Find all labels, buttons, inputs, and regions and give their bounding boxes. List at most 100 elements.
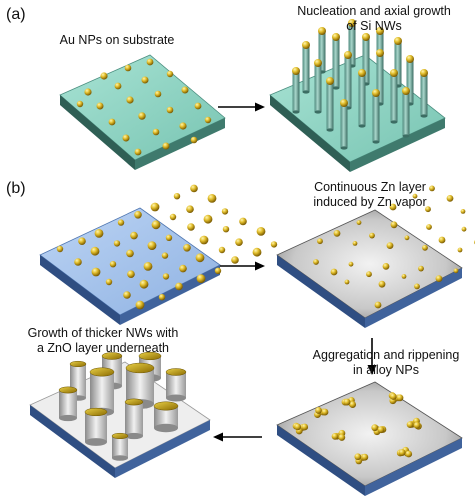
alloy-nanoparticle [369,232,375,239]
alloy-nanoparticle [389,203,397,211]
caption-line: Continuous Zn layer [314,180,426,194]
alloy-nanoparticle [378,280,386,288]
gold-nanoparticle [147,241,157,251]
gold-nanoparticle [222,226,230,233]
gold-nanoparticle [74,258,82,266]
caption-zn-layer: Continuous Zn layer induced by Zn vapor [290,180,450,210]
panel-label-b: (b) [6,180,26,197]
gold-nanoparticle [165,234,173,241]
gold-nanoparticle [173,193,181,200]
aggregated-nanoparticle [343,398,351,406]
gold-nanoparticle [135,300,145,310]
caption-line: a ZnO layer underneath [36,341,170,355]
alloy-nanoparticle [422,244,428,251]
gold-nanoparticle [195,253,205,263]
si-nanowire [420,69,428,118]
si-nanowire [332,33,340,90]
caption-line: in alloy NPs [353,363,419,377]
gold-nanoparticle [56,245,64,253]
alloy-nanoparticle [356,220,362,226]
alloy-nanoparticle [426,224,432,230]
alloy-nanoparticle [429,185,435,192]
aggregated-nanoparticle [377,426,385,434]
aggregated-nanoparticle [338,434,346,441]
gold-nanoparticle [214,267,222,274]
gold-nanoparticle [186,205,194,213]
alloy-nanoparticle [313,259,319,265]
si-nanowire [326,77,334,132]
alloy-nanoparticle [446,195,454,202]
aggregated-nanoparticle [315,407,322,414]
gold-nanoparticle [123,291,131,299]
gold-nanoparticle [113,240,121,247]
si-nanowire [372,89,380,144]
gold-nanoparticle [179,264,187,273]
alloy-nanoparticle [330,268,338,276]
alloy-nanoparticle [425,206,431,213]
gold-nanoparticle [150,202,160,212]
aggregated-nanoparticle [389,393,397,400]
caption-line: Aggregation and rippening [312,348,460,362]
gold-nanoparticle [127,270,135,279]
caption-line: Au NPs on substrate [59,33,175,47]
gold-nanoparticle [199,235,209,245]
alloy-nanoparticle [401,274,407,279]
gold-nanoparticle [126,249,134,258]
alloy-nanoparticle [317,238,323,245]
alloy-nanoparticle [352,241,358,246]
gold-nanoparticle [190,184,198,193]
caption-nucleation: Nucleation and axial growth of Si NWs [276,4,472,34]
gold-nanoparticle [207,194,217,203]
gold-nanoparticle [239,217,247,226]
gold-nanoparticle [218,246,226,254]
gold-nanoparticle [161,252,169,259]
thick-nanowire [84,407,108,446]
alloy-nanoparticle [348,261,354,267]
substrate-zn-layer [276,185,475,328]
alloy-nanoparticle [435,275,443,282]
panel-label-a: (a) [6,6,26,23]
gold-nanoparticle [231,256,239,264]
thick-nanowire [153,401,179,433]
gold-nanoparticle [162,273,170,280]
caption-au-nps: Au NPs on substrate [42,33,192,48]
substrate-au-nps [59,54,226,170]
gold-nanoparticle [78,237,86,245]
alloy-nanoparticle [374,301,382,309]
si-nanowires [292,19,428,150]
gold-nanoparticle [183,244,191,252]
si-nanowire [292,67,300,114]
si-nanowire [402,87,410,138]
alloy-nanoparticle [460,209,466,214]
aggregated-nanoparticle [354,453,362,461]
gold-nanoparticle [130,231,138,240]
thick-nanowire [111,432,129,461]
aggregated-nanoparticle [398,449,406,456]
aggregated-nanoparticle [413,421,421,429]
alloy-nanoparticle [461,226,467,232]
si-nanowire [318,27,326,74]
gold-nanoparticle [169,213,177,221]
gold-nanoparticle [187,223,195,231]
substrate-si-nws [269,54,446,172]
alloy-nanoparticle [366,271,372,278]
alloy-nanoparticle [333,230,341,237]
alloy-nanoparticle [438,236,446,244]
aggregated-nanoparticle [371,424,379,432]
si-nanowire [340,99,348,150]
gold-nanoparticle [175,282,183,291]
thick-nanowire [165,368,187,402]
arrow-right-icon [218,102,265,112]
alloy-nanoparticle [386,242,394,250]
gold-nanoparticle [109,261,117,268]
alloy-nanoparticle [412,193,418,199]
gold-nanoparticle [256,227,266,236]
substrate-blue-au-nps [39,184,278,325]
alloy-nanoparticle [382,263,390,270]
aggregated-nanoparticle [406,421,414,429]
aggregated-nanoparticle [321,408,329,416]
si-nanowire [390,69,398,124]
si-nanowire [314,59,322,114]
